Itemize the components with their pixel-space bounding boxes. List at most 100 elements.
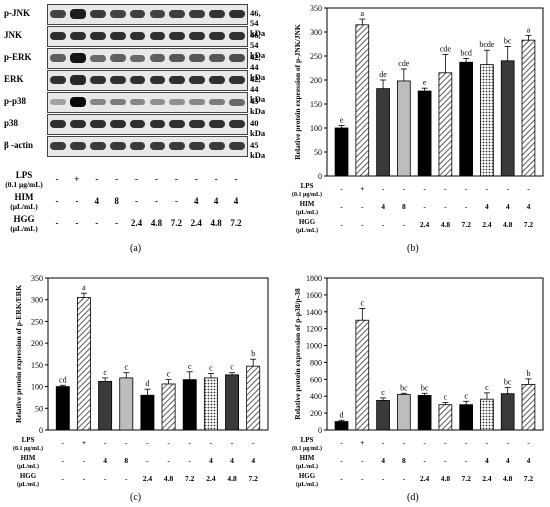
- lps-value: -: [231, 438, 234, 447]
- blot-band: [89, 119, 106, 129]
- hgg-value: -: [361, 474, 364, 483]
- y-tick-label: 300: [310, 28, 322, 37]
- blot-band: [229, 141, 245, 151]
- hgg-value: 7.2: [230, 218, 242, 228]
- bar: [140, 394, 155, 431]
- blot-kda-label: 42, 44 kDa: [250, 52, 266, 82]
- significance-letter: de: [379, 70, 387, 79]
- significance-letter: c: [381, 388, 385, 397]
- bar: [355, 319, 370, 431]
- caption-d: (d): [407, 492, 419, 503]
- bar: [376, 400, 390, 431]
- blot-band: [169, 99, 186, 105]
- him-value: -: [146, 456, 149, 465]
- blot-band: [89, 9, 106, 19]
- hgg-value: 2.4: [482, 474, 492, 483]
- blot-band: [189, 9, 206, 19]
- hgg-label: HGG (μL/mL): [10, 214, 38, 233]
- bar: [397, 394, 411, 431]
- bar: [438, 404, 453, 431]
- lps-unit: (0.1 μg/mL): [13, 445, 43, 452]
- y-tick-label: 250: [31, 317, 43, 326]
- significance-letter: c: [124, 363, 128, 372]
- lps-value: -: [55, 174, 59, 184]
- blot-band: [209, 75, 226, 85]
- him-value: -: [188, 456, 191, 465]
- hgg-value: 7.2: [249, 474, 259, 483]
- chart-b-p-jnk: 0 50 100 150 200 250 300 350 Relative protein ex…: [292, 4, 544, 234]
- blot-band: [129, 141, 146, 151]
- him-value: 8: [402, 456, 406, 465]
- bar: [500, 393, 515, 431]
- blot-band: [209, 9, 226, 19]
- lps-unit: (0.1 μg/mL): [292, 191, 322, 198]
- blot-band: [189, 98, 206, 106]
- y-tick-label: 350: [310, 4, 322, 13]
- him-value: -: [174, 196, 178, 206]
- him-unit: (μL/mL): [17, 463, 39, 470]
- him-value: 4: [213, 196, 219, 206]
- bar: [355, 24, 370, 177]
- lps-value: -: [174, 174, 178, 184]
- him-value: -: [154, 196, 158, 206]
- hgg-value: 4.8: [441, 474, 451, 483]
- blot-kda-label: 40 kDa: [250, 118, 266, 138]
- lps-value: +: [360, 184, 364, 193]
- hgg-value: 4.8: [227, 474, 237, 483]
- blot-strip: [47, 48, 248, 69]
- blot-band: [149, 9, 166, 19]
- y-tick-label: 200: [310, 76, 322, 85]
- significance-letter: c: [230, 363, 234, 372]
- blot-band: [169, 31, 186, 41]
- significance-letter: bc: [504, 36, 512, 45]
- blot-band: [129, 9, 146, 19]
- blot-band: [69, 31, 86, 41]
- blot-band: [229, 54, 245, 62]
- blot-band: [209, 119, 226, 129]
- lps-value: -: [125, 438, 128, 447]
- blot-band: [109, 9, 126, 19]
- him-value: -: [465, 456, 468, 465]
- significance-letter: a: [82, 283, 86, 292]
- hgg-value: 2.4: [420, 474, 430, 483]
- blot-band: [50, 141, 66, 151]
- blot-band: [50, 99, 66, 105]
- blot-band: [69, 141, 86, 151]
- blot-band: [229, 75, 245, 85]
- y-axis-label: Relative protein expression of p-p38/p-3…: [293, 288, 302, 420]
- hgg-value: -: [95, 218, 99, 228]
- y-tick-label: 250: [310, 52, 322, 61]
- him-value: -: [340, 202, 343, 211]
- blot-row-label: p-p38: [4, 96, 27, 106]
- him-value: 4: [209, 456, 213, 465]
- blot-band: [149, 54, 166, 62]
- bar: [225, 374, 239, 431]
- blot-band: [69, 97, 86, 107]
- blot-strip: [47, 26, 248, 47]
- blot-band: [109, 75, 126, 85]
- hgg-value: -: [125, 474, 128, 483]
- significance-letter: c: [464, 391, 468, 400]
- him-value: 8: [124, 456, 128, 465]
- y-tick-label: 200: [31, 339, 43, 348]
- hgg-value: 2.4: [206, 474, 216, 483]
- lps-value: -: [382, 184, 385, 193]
- hgg-value: 4.8: [503, 220, 513, 229]
- bar: [438, 72, 453, 177]
- significance-letter: cde: [398, 59, 410, 68]
- him-value: 4: [485, 456, 489, 465]
- blot-band: [169, 9, 186, 19]
- significance-letter: bcde: [479, 40, 495, 49]
- blot-band: [129, 31, 146, 41]
- blot-band: [229, 9, 245, 19]
- lps-value: -: [527, 438, 530, 447]
- blot-band: [169, 75, 186, 85]
- hgg-value: -: [403, 474, 406, 483]
- blot-band: [89, 54, 106, 62]
- lps-value: +: [360, 438, 364, 447]
- hgg-value: 2.4: [482, 220, 492, 229]
- blot-band: [129, 54, 146, 62]
- blot-row-label: ERK: [4, 74, 24, 84]
- hgg-value: 4.8: [150, 218, 163, 228]
- significance-letter: e: [423, 78, 427, 87]
